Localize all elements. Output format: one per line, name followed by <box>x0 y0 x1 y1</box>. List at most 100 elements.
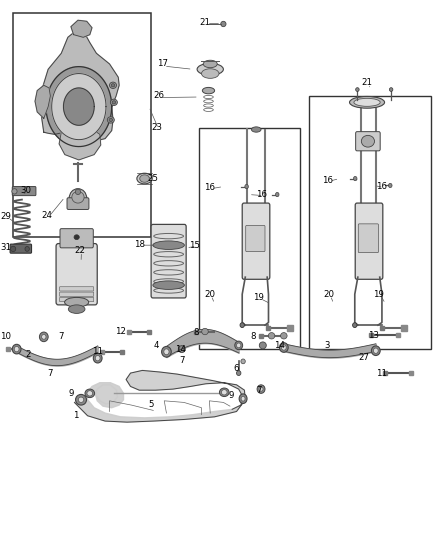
Ellipse shape <box>371 346 380 356</box>
Text: 8: 8 <box>194 328 199 337</box>
Text: 26: 26 <box>153 92 164 100</box>
Ellipse shape <box>137 173 152 184</box>
Text: 19: 19 <box>253 293 264 302</box>
Ellipse shape <box>140 175 149 182</box>
Ellipse shape <box>353 322 357 327</box>
Text: 14: 14 <box>274 341 285 350</box>
Ellipse shape <box>69 189 87 208</box>
Text: 22: 22 <box>74 246 85 255</box>
FancyBboxPatch shape <box>10 244 32 253</box>
Ellipse shape <box>251 127 261 132</box>
Ellipse shape <box>354 98 380 106</box>
Polygon shape <box>52 74 106 140</box>
Ellipse shape <box>241 359 245 364</box>
Text: 11: 11 <box>92 348 103 356</box>
Text: 29: 29 <box>1 212 11 221</box>
Text: 7: 7 <box>257 386 262 394</box>
Ellipse shape <box>110 82 117 88</box>
Text: 12: 12 <box>115 327 127 336</box>
Ellipse shape <box>153 241 184 249</box>
FancyBboxPatch shape <box>242 203 270 279</box>
Ellipse shape <box>11 246 16 252</box>
Ellipse shape <box>280 333 287 339</box>
Ellipse shape <box>95 356 100 361</box>
Ellipse shape <box>356 87 359 92</box>
Ellipse shape <box>237 343 241 348</box>
Text: 24: 24 <box>42 211 53 220</box>
Ellipse shape <box>164 349 169 355</box>
Text: 18: 18 <box>134 240 145 248</box>
Ellipse shape <box>203 60 217 68</box>
Ellipse shape <box>221 21 226 27</box>
Ellipse shape <box>259 387 263 391</box>
Ellipse shape <box>78 397 84 402</box>
Polygon shape <box>35 85 50 118</box>
Ellipse shape <box>110 99 117 106</box>
Text: 13: 13 <box>367 332 379 340</box>
Ellipse shape <box>109 118 113 122</box>
FancyBboxPatch shape <box>60 292 94 296</box>
FancyBboxPatch shape <box>358 224 378 253</box>
Text: 31: 31 <box>0 244 12 252</box>
Text: 7: 7 <box>59 333 64 341</box>
Text: 21: 21 <box>199 18 211 27</box>
Text: 20: 20 <box>323 290 334 298</box>
Polygon shape <box>42 32 119 141</box>
FancyBboxPatch shape <box>67 198 89 209</box>
Ellipse shape <box>107 117 114 123</box>
Ellipse shape <box>68 305 85 313</box>
Text: 5: 5 <box>148 400 154 408</box>
Ellipse shape <box>93 353 102 363</box>
Text: 4: 4 <box>153 341 159 350</box>
FancyBboxPatch shape <box>56 244 97 305</box>
Ellipse shape <box>240 322 244 327</box>
Text: 11: 11 <box>375 369 387 377</box>
FancyBboxPatch shape <box>246 225 265 252</box>
Polygon shape <box>64 88 94 125</box>
Text: 2: 2 <box>25 351 31 359</box>
Ellipse shape <box>202 87 215 94</box>
Text: 9: 9 <box>68 389 74 398</box>
Bar <box>13 13 151 237</box>
Ellipse shape <box>259 342 266 349</box>
Ellipse shape <box>389 87 393 92</box>
Ellipse shape <box>237 371 241 375</box>
Ellipse shape <box>111 84 115 87</box>
Ellipse shape <box>14 346 19 352</box>
Text: 20: 20 <box>204 290 215 298</box>
Text: 7: 7 <box>48 369 53 377</box>
Ellipse shape <box>12 189 17 194</box>
Text: 6: 6 <box>233 365 238 373</box>
Text: 23: 23 <box>151 124 162 132</box>
Ellipse shape <box>112 101 116 104</box>
Text: 16: 16 <box>322 176 333 184</box>
Ellipse shape <box>87 391 92 396</box>
Ellipse shape <box>281 345 286 350</box>
Text: 3: 3 <box>325 341 330 350</box>
Ellipse shape <box>197 63 223 75</box>
Ellipse shape <box>268 333 275 339</box>
Ellipse shape <box>25 246 29 252</box>
Ellipse shape <box>257 385 265 393</box>
Ellipse shape <box>221 390 227 395</box>
Ellipse shape <box>162 346 171 357</box>
Ellipse shape <box>219 388 229 397</box>
Ellipse shape <box>153 281 184 289</box>
Text: 21: 21 <box>361 78 373 87</box>
Polygon shape <box>71 20 92 37</box>
Ellipse shape <box>76 394 86 405</box>
Bar <box>199 128 300 349</box>
Polygon shape <box>59 131 101 160</box>
Ellipse shape <box>276 192 279 197</box>
Text: 8: 8 <box>251 333 256 341</box>
FancyBboxPatch shape <box>60 297 94 302</box>
Ellipse shape <box>235 341 243 350</box>
Ellipse shape <box>201 328 208 335</box>
Ellipse shape <box>239 394 247 403</box>
Ellipse shape <box>241 397 245 401</box>
Text: 16: 16 <box>256 190 268 199</box>
Ellipse shape <box>245 184 248 189</box>
FancyBboxPatch shape <box>356 132 380 151</box>
FancyBboxPatch shape <box>355 203 383 279</box>
Text: 9: 9 <box>229 391 234 400</box>
